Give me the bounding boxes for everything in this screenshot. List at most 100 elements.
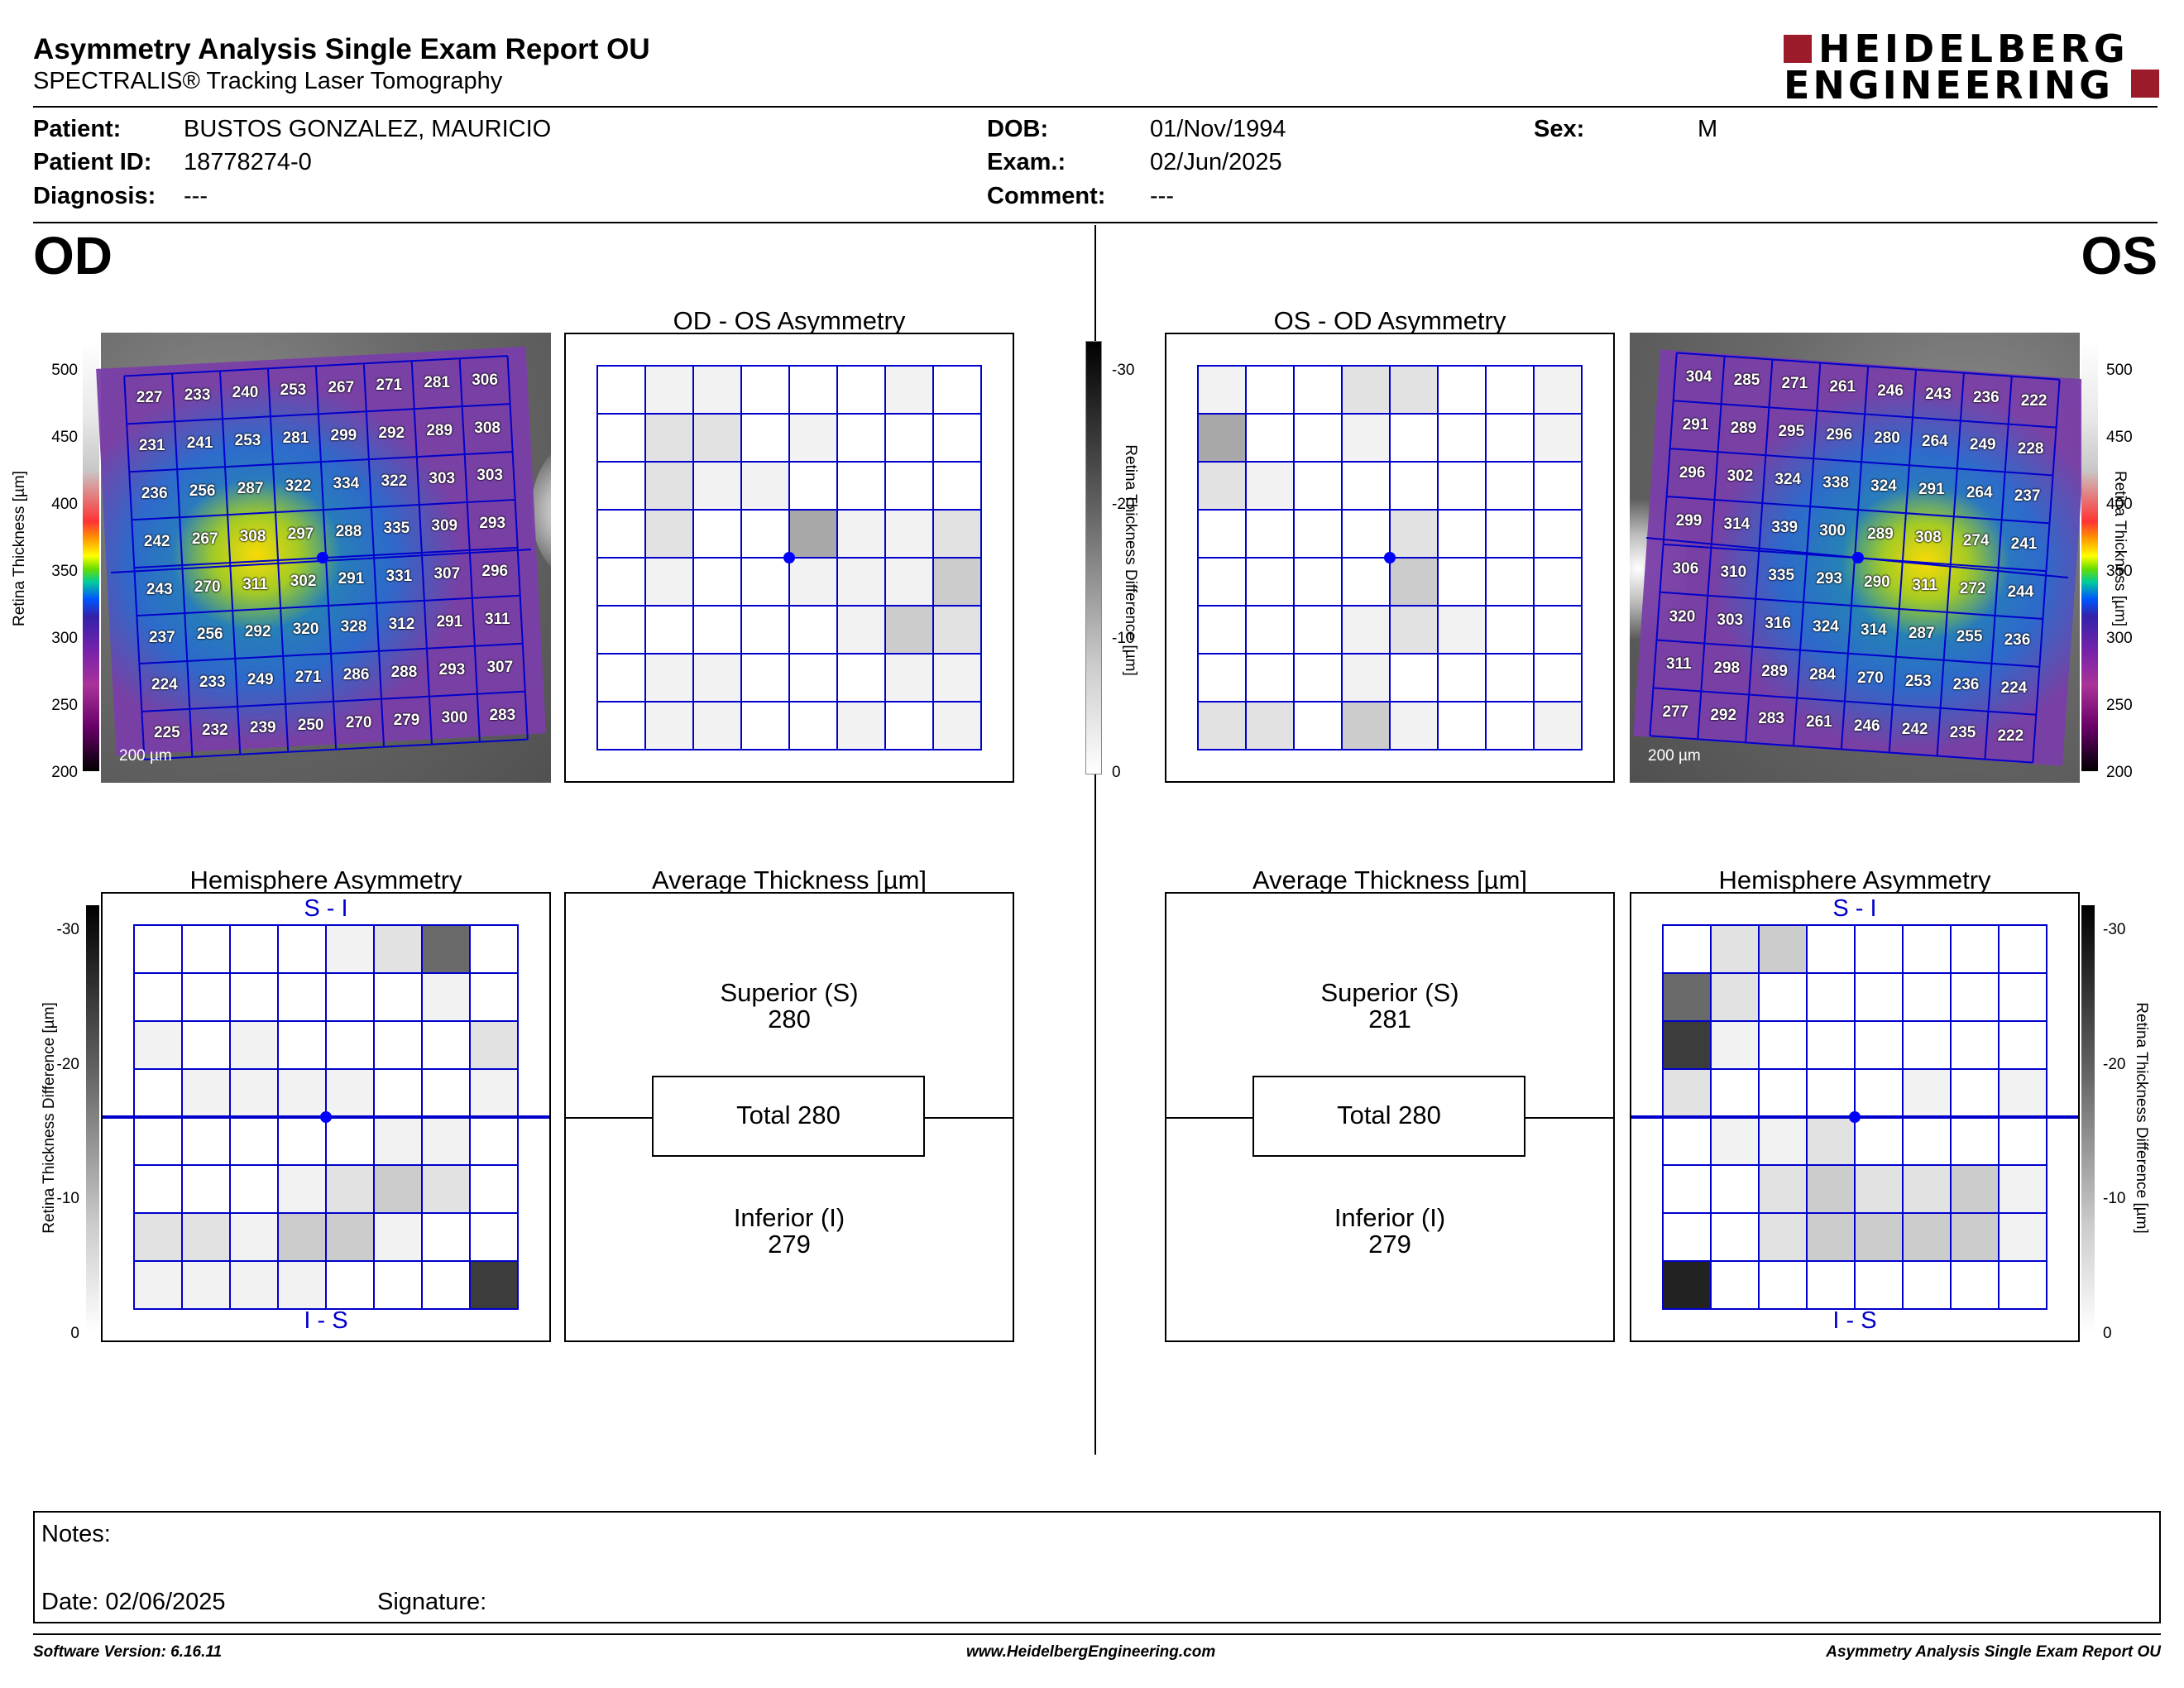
od-asym-cell bbox=[836, 557, 886, 607]
website-link[interactable]: www.HeidelbergEngineering.com bbox=[966, 1643, 1216, 1661]
os-superior-label: Superior (S) bbox=[1320, 978, 1459, 1007]
thickness-value: 295 bbox=[1778, 423, 1805, 441]
os-avg-title: Average Thickness [µm] bbox=[1252, 866, 1528, 894]
axis-tick-label: 450 bbox=[2106, 429, 2133, 446]
os-hemi-cell bbox=[1806, 1164, 1856, 1214]
thickness-value: 299 bbox=[330, 426, 357, 444]
os-hemi-cell bbox=[1998, 1068, 2048, 1118]
thickness-value: 239 bbox=[249, 719, 276, 737]
thickness-value: 324 bbox=[1774, 471, 1802, 489]
thickness-value: 279 bbox=[393, 712, 420, 730]
od-hemi-cell bbox=[373, 1164, 423, 1214]
os-asym-cell bbox=[1533, 653, 1583, 703]
od-asym-cell bbox=[836, 461, 886, 511]
os-hemi-cell bbox=[1662, 972, 1712, 1022]
os-asym-cell bbox=[1485, 701, 1535, 750]
os-hemi-title: Hemisphere Asymmetry bbox=[1718, 866, 1991, 894]
od-hemi-cell bbox=[181, 1164, 231, 1214]
od-hemi-cell bbox=[325, 1116, 375, 1166]
thickness-value: 298 bbox=[1713, 659, 1741, 677]
axis-tick-label: -20 bbox=[2103, 1055, 2126, 1073]
axis-tick-label: -10 bbox=[56, 1190, 79, 1208]
thickness-value: 331 bbox=[386, 568, 413, 586]
axis-tick-label: 350 bbox=[51, 563, 78, 580]
os-asym-cell bbox=[1293, 365, 1343, 415]
od-hemi-cell bbox=[181, 972, 231, 1022]
od-asym-cell bbox=[740, 653, 790, 703]
od-hemi-fovea-dot bbox=[320, 1111, 332, 1123]
od-hemi-cell bbox=[325, 924, 375, 974]
os-hemi-cell bbox=[1806, 1068, 1856, 1118]
od-asym-grid bbox=[596, 365, 982, 750]
od-hemi-cell bbox=[373, 1116, 423, 1166]
os-hemi-cell bbox=[1854, 924, 1904, 974]
od-hemi-cell bbox=[421, 1020, 471, 1070]
thickness-value: 272 bbox=[1959, 580, 1986, 598]
thickness-value: 297 bbox=[287, 525, 314, 543]
od-hemi-cell bbox=[373, 924, 423, 974]
software-version: Software Version: 6.16.11 bbox=[33, 1643, 223, 1661]
axis-tick-label: 500 bbox=[2106, 362, 2133, 379]
thickness-value: 291 bbox=[338, 570, 365, 588]
thickness-value: 291 bbox=[1682, 416, 1709, 434]
od-hemi-cell bbox=[421, 1116, 471, 1166]
thickness-value: 299 bbox=[1675, 511, 1703, 530]
od-hemi-cell bbox=[181, 1260, 231, 1310]
os-asym-cell bbox=[1437, 365, 1487, 415]
os-hemi-cell bbox=[1758, 972, 1808, 1022]
thickness-value: 335 bbox=[383, 520, 410, 538]
od-asym-cell bbox=[644, 701, 694, 750]
os-asym-cell bbox=[1293, 509, 1343, 559]
os-asym-cell bbox=[1533, 461, 1583, 511]
od-total: Total 280 bbox=[736, 1101, 841, 1129]
os-asym-cell bbox=[1245, 413, 1295, 463]
os-hemi-cell bbox=[1998, 972, 2048, 1022]
os-asym-cell bbox=[1341, 365, 1391, 415]
thickness-value: 302 bbox=[1727, 468, 1754, 486]
logo-line2: ENGINEERING bbox=[1784, 63, 2114, 108]
thickness-value: 303 bbox=[429, 469, 456, 487]
os-hemi-cell bbox=[1662, 1020, 1712, 1070]
os-asym-cell bbox=[1389, 461, 1439, 511]
os-asym-cell bbox=[1485, 509, 1535, 559]
od-superior-value: 280 bbox=[768, 1005, 811, 1033]
os-hemi-cell bbox=[1950, 1212, 2000, 1262]
thickness-value: 316 bbox=[1765, 614, 1791, 632]
od-asym-cell bbox=[788, 413, 838, 463]
thickness-value: 222 bbox=[1997, 727, 2024, 745]
os-hemi-cell bbox=[1902, 924, 1952, 974]
os-hemi-cell bbox=[1662, 924, 1712, 974]
os-hemi-cell bbox=[1710, 1164, 1760, 1214]
os-asym-cell bbox=[1245, 653, 1295, 703]
os-asym-cell bbox=[1197, 461, 1247, 511]
od-asym-cell bbox=[932, 365, 982, 415]
thickness-value: 303 bbox=[1717, 611, 1744, 629]
od-hemi-cell bbox=[229, 924, 279, 974]
od-hemi-cell bbox=[133, 1020, 183, 1070]
od-asym-cell bbox=[836, 605, 886, 655]
thickness-value: 237 bbox=[148, 628, 175, 646]
os-hemi-cell bbox=[1710, 924, 1760, 974]
os-asym-cell bbox=[1245, 701, 1295, 750]
od-asym-cell bbox=[596, 701, 646, 750]
os-hemi-cell bbox=[1662, 1164, 1712, 1214]
thickness-value: 250 bbox=[297, 717, 324, 735]
os-hemi-cell bbox=[1806, 1212, 1856, 1262]
patient-divider bbox=[33, 222, 2158, 223]
os-asym-cell bbox=[1533, 701, 1583, 750]
thickness-value: 222 bbox=[2020, 391, 2048, 410]
axis-tick-label: 0 bbox=[1112, 764, 1121, 781]
thickness-value: 303 bbox=[477, 467, 503, 485]
od-asym-cell bbox=[644, 653, 694, 703]
thickness-value: 242 bbox=[1901, 720, 1928, 738]
logo-line1: HEIDELBERG bbox=[1818, 26, 2129, 71]
od-asym-cell bbox=[884, 605, 934, 655]
od-asym-cell bbox=[884, 653, 934, 703]
thickness-value: 267 bbox=[328, 378, 355, 396]
od-asym-cell bbox=[740, 509, 790, 559]
os-total: Total 280 bbox=[1337, 1101, 1441, 1129]
thickness-value: 237 bbox=[2014, 487, 2041, 506]
od-hemi-cell bbox=[229, 972, 279, 1022]
os-asym-cell bbox=[1341, 509, 1391, 559]
thickness-value: 309 bbox=[431, 517, 458, 535]
